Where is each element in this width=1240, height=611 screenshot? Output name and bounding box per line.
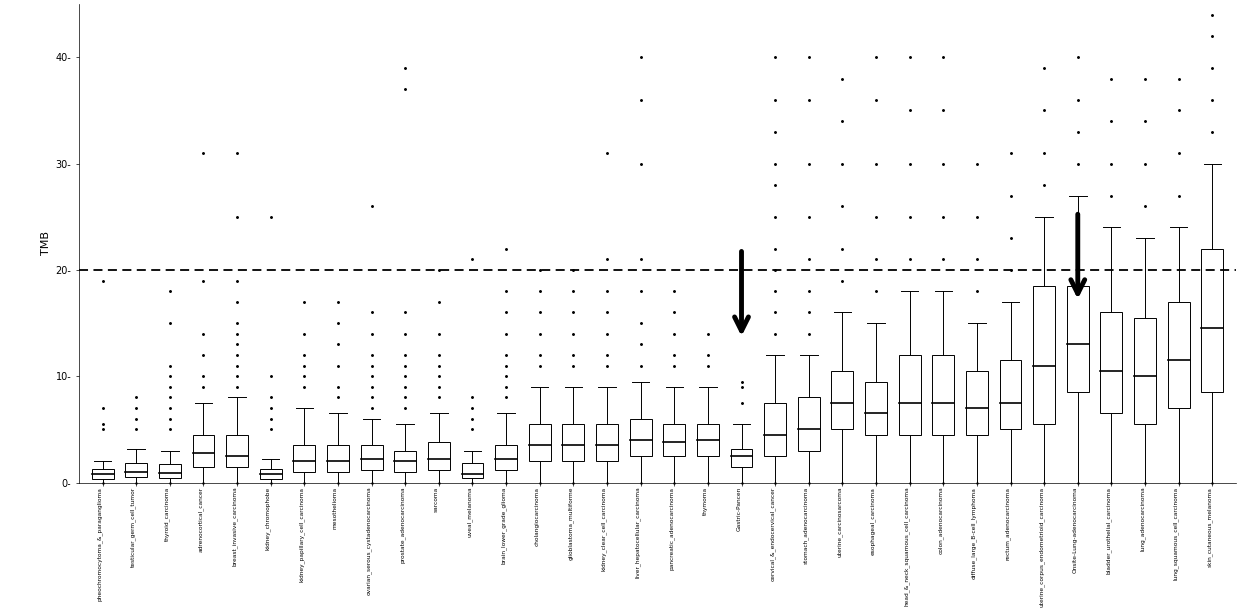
Bar — [663, 424, 686, 456]
Bar — [461, 463, 484, 478]
Bar — [495, 445, 517, 470]
Bar — [428, 442, 450, 470]
Bar — [394, 451, 417, 472]
Bar — [1100, 312, 1122, 414]
Bar — [899, 355, 920, 434]
Bar — [866, 381, 887, 434]
Bar — [797, 398, 820, 451]
Bar — [92, 469, 114, 480]
Bar — [764, 403, 786, 456]
Bar — [159, 464, 181, 478]
Bar — [1202, 249, 1223, 392]
Bar — [528, 424, 551, 461]
Bar — [125, 463, 148, 477]
Bar — [1033, 286, 1055, 424]
Bar — [730, 448, 753, 467]
Bar — [563, 424, 584, 461]
Bar — [327, 445, 348, 472]
Bar — [1066, 286, 1089, 392]
Bar — [1168, 302, 1189, 408]
Bar — [192, 434, 215, 467]
Bar — [361, 445, 382, 470]
Bar — [832, 371, 853, 430]
Y-axis label: TMB: TMB — [41, 232, 51, 255]
Bar — [260, 469, 281, 480]
Bar — [596, 424, 618, 461]
Bar — [226, 434, 248, 467]
Bar — [1135, 318, 1156, 424]
Bar — [966, 371, 988, 434]
Bar — [294, 445, 315, 472]
Bar — [999, 360, 1022, 430]
Bar — [630, 419, 651, 456]
Bar — [697, 424, 719, 456]
Bar — [932, 355, 955, 434]
